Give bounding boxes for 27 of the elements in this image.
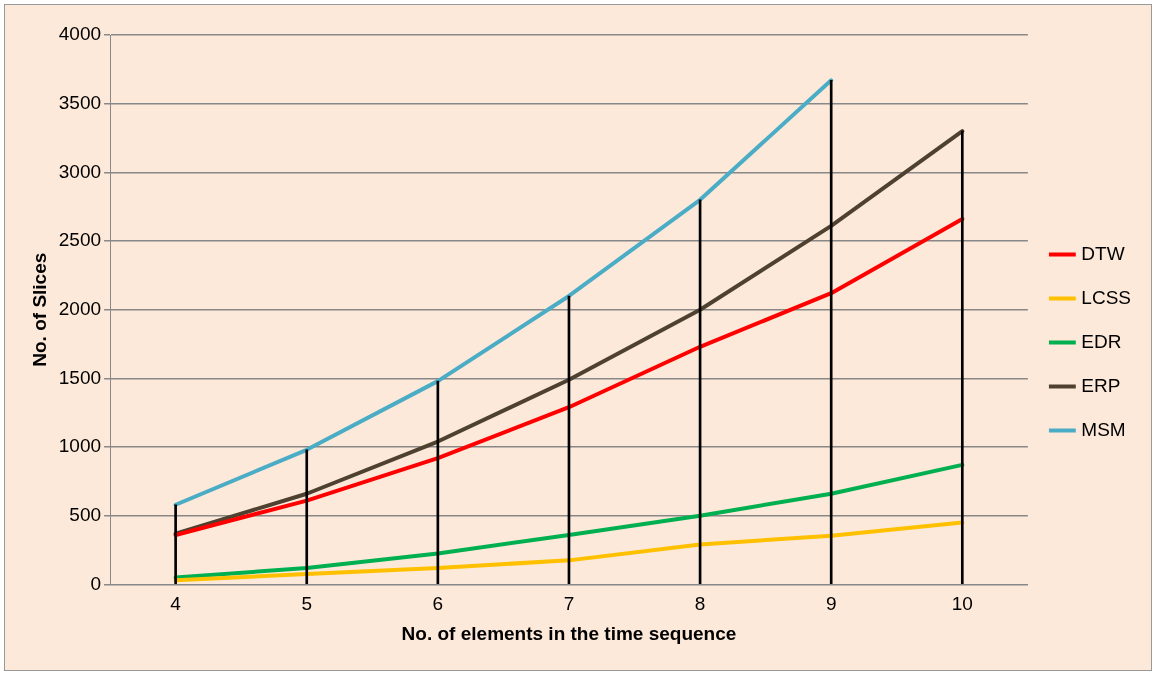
legend-label: DTW	[1081, 242, 1125, 264]
legend-label: ERP	[1081, 374, 1121, 396]
x-tick-label: 8	[694, 593, 706, 615]
x-axis-title: No. of elements in the time sequence	[401, 622, 737, 644]
legend-label: MSM	[1081, 418, 1126, 440]
x-tick-label: 5	[301, 593, 313, 615]
y-axis-title: No. of Slices	[28, 252, 50, 367]
x-tick-label: 6	[432, 593, 444, 615]
x-tick-label: 7	[563, 593, 575, 615]
legend-label: LCSS	[1081, 286, 1132, 308]
y-tick-label: 1000	[58, 435, 102, 457]
legend-label: EDR	[1081, 330, 1122, 352]
x-tick-label: 9	[825, 593, 837, 615]
bar	[174, 504, 177, 584]
y-tick-label: 3000	[58, 160, 102, 182]
bar	[305, 449, 309, 584]
bar	[829, 80, 833, 584]
bar	[960, 130, 964, 584]
y-tick-label: 0	[90, 572, 102, 594]
x-tick-label: 10	[951, 593, 973, 615]
y-tick-label: 3500	[58, 91, 102, 113]
y-tick-label: 500	[69, 503, 102, 525]
y-tick-label: 2500	[58, 229, 102, 251]
y-tick-label: 4000	[58, 23, 102, 45]
x-tick-label: 4	[170, 593, 182, 615]
y-tick-label: 2000	[58, 297, 102, 319]
y-tick-label: 1500	[58, 366, 102, 388]
